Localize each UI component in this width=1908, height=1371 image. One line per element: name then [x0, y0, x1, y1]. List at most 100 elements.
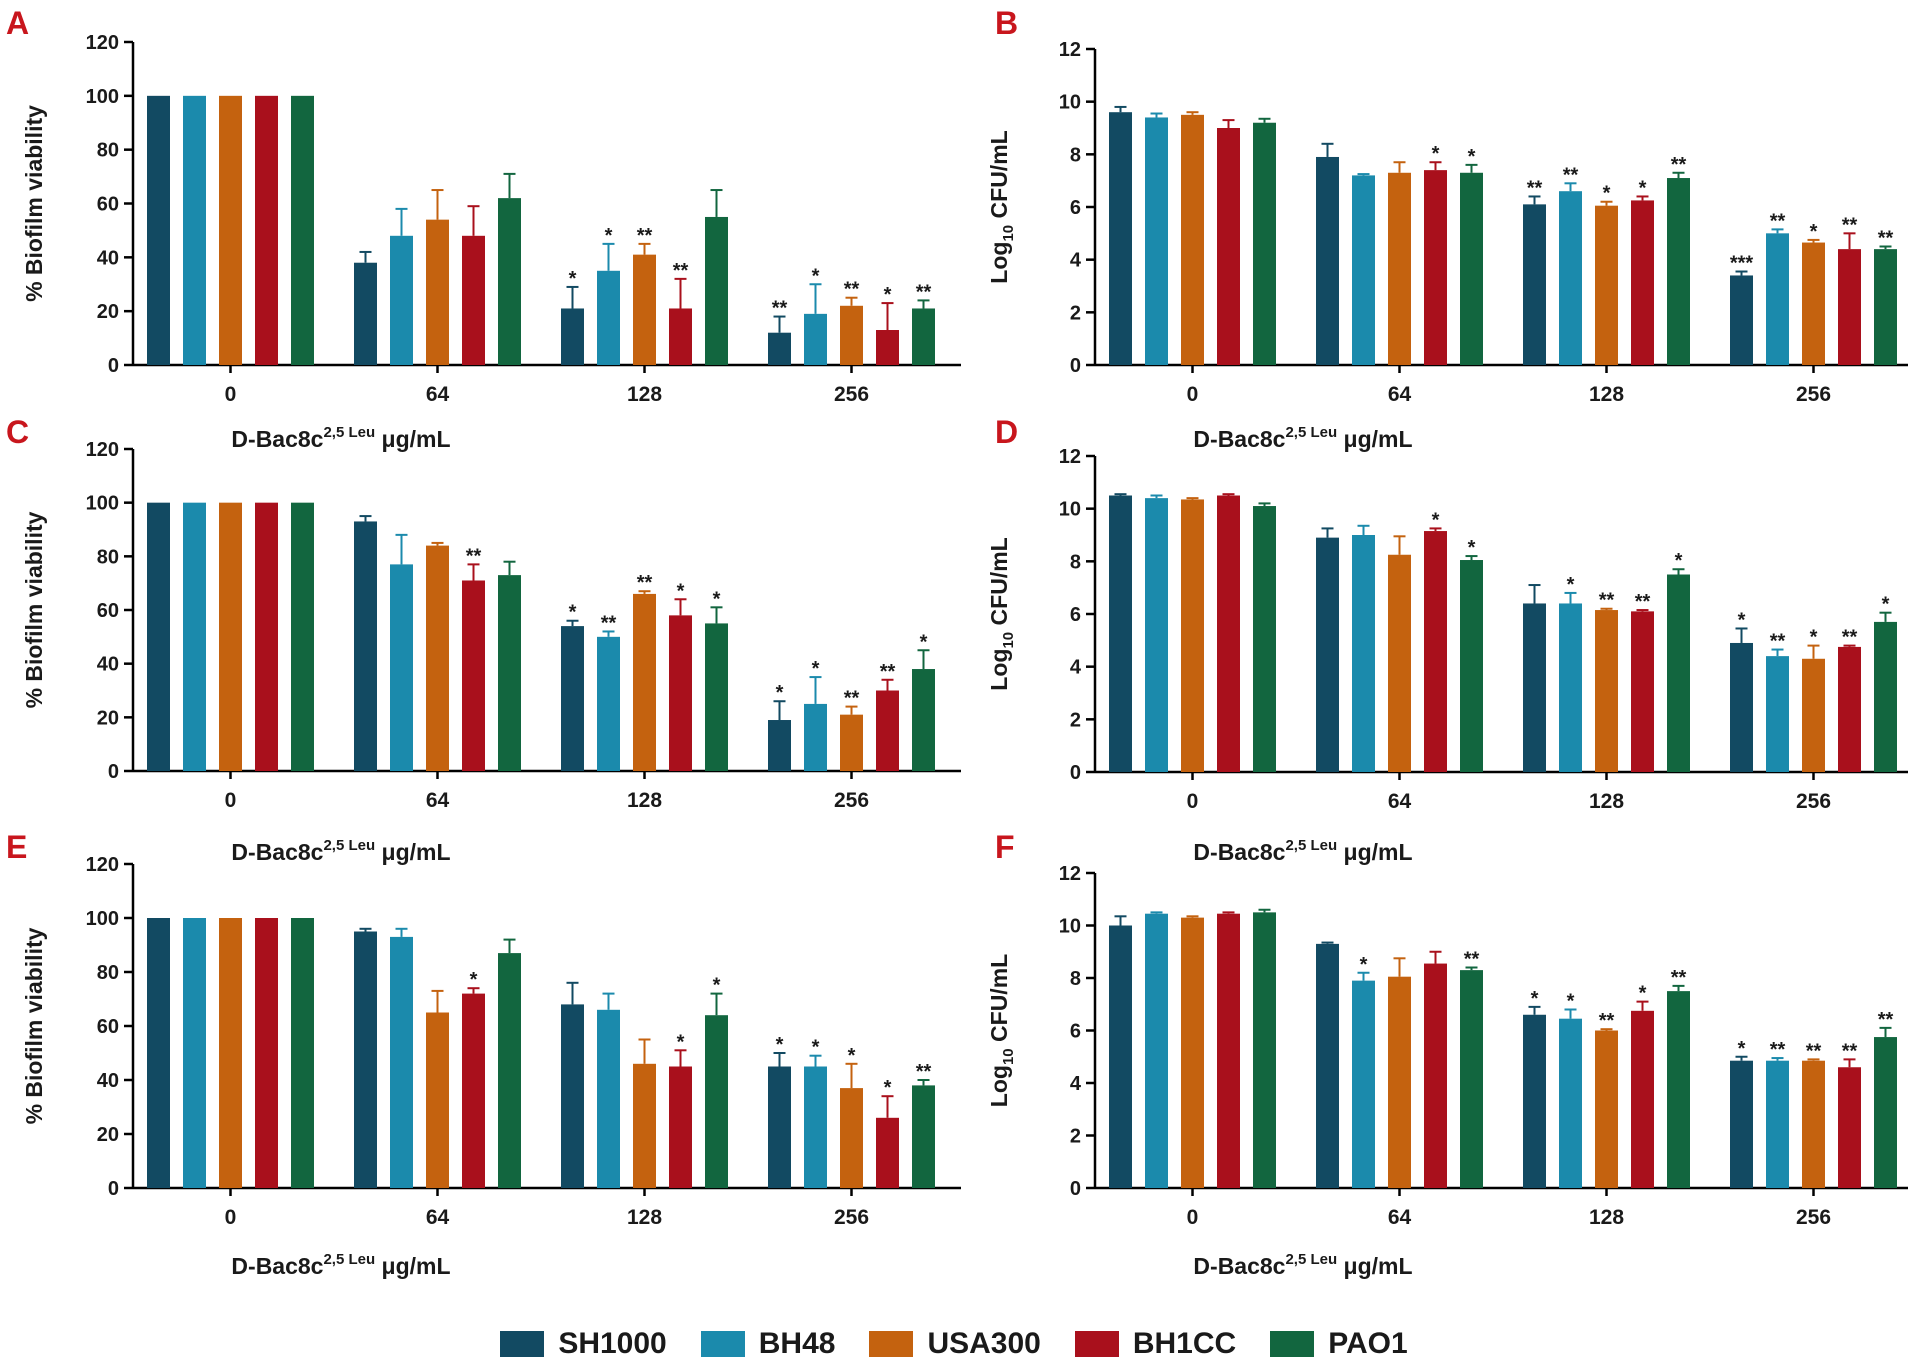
x-tick-label: 0: [225, 789, 237, 812]
bar-usa300-256: [1802, 1060, 1825, 1188]
x-tick-label: 128: [1589, 383, 1624, 406]
bar-sh1000-0: [1109, 925, 1132, 1188]
bar-bh48-256: [1766, 1060, 1789, 1188]
y-tick-label: 80: [97, 140, 119, 162]
bar-usa300-128: [633, 1063, 656, 1188]
x-tick-label: 128: [1589, 790, 1624, 813]
bar-sh1000-256: [768, 332, 791, 365]
x-tick-label: 0: [1187, 790, 1199, 813]
bar-sh1000-256: [1730, 275, 1753, 365]
y-axis-label: % Biofilm viability: [21, 511, 47, 708]
significance-marker: *: [470, 969, 478, 991]
significance-marker: **: [844, 279, 860, 301]
bar-bh48-128: [597, 1009, 620, 1188]
bar-sh1000-64: [354, 521, 377, 771]
bar-pao1-128: [705, 623, 728, 771]
bar-bh48-0: [183, 95, 206, 365]
bar-pao1-64: [498, 953, 521, 1188]
y-tick-label: 12: [1059, 39, 1081, 61]
x-axis-label: D-Bac8c2,5 Leu μg/mL: [1193, 1251, 1412, 1279]
x-tick-label: 64: [1388, 790, 1412, 813]
significance-marker: **: [916, 1061, 932, 1083]
legend-label: BH1CC: [1132, 1327, 1237, 1360]
panel-letter-a: A: [6, 5, 29, 41]
bar-pao1-0: [1253, 912, 1276, 1188]
significance-marker: *: [1360, 954, 1368, 976]
significance-marker: **: [1671, 967, 1687, 989]
bar-pao1-128: [705, 216, 728, 365]
panel-a: A 0 20 40 60 80 100 120 % Biofilm viability 0 64 12…: [6, 5, 961, 452]
bar-bh48-128: [597, 636, 620, 771]
significance-marker: **: [1599, 1010, 1615, 1032]
y-tick-label: 100: [86, 908, 119, 930]
bar-pao1-128: [1667, 574, 1690, 772]
y-axis-label: Log10 CFU/mL: [986, 537, 1017, 690]
significance-marker: *: [605, 225, 613, 247]
bar-bh48-64: [390, 936, 413, 1188]
significance-marker: **: [637, 225, 653, 247]
legend-swatch: [1270, 1331, 1315, 1357]
legend: SH1000 BH48 USA300 BH1CC PAO1: [0, 1322, 1908, 1366]
x-tick-label: 256: [834, 1206, 869, 1229]
x-tick-label: 64: [426, 789, 450, 812]
bar-bh48-256: [804, 1066, 827, 1188]
bar-bh48-0: [183, 502, 206, 771]
bar-bh48-128: [1559, 191, 1582, 365]
y-tick-label: 0: [1070, 762, 1081, 784]
y-tick-label: 20: [97, 707, 119, 729]
x-tick-label: 0: [1187, 1206, 1199, 1229]
bar-pao1-0: [291, 95, 314, 365]
bar-bh48-256: [804, 313, 827, 365]
panel-e: E 0 20 40 60 80 100 120 % Biofilm viability 0 64 12…: [6, 829, 961, 1279]
x-tick-label: 64: [426, 1206, 450, 1229]
significance-marker: **: [1464, 949, 1480, 971]
bar-bh1cc-256: [1838, 1067, 1861, 1188]
bar-bh1cc-64: [462, 993, 485, 1188]
bar-pao1-64: [1460, 970, 1483, 1188]
y-tick-label: 10: [1059, 916, 1081, 938]
bar-pao1-64: [498, 575, 521, 771]
significance-marker: *: [1567, 574, 1575, 596]
x-tick-label: 256: [834, 789, 869, 812]
y-tick-label: 2: [1070, 709, 1081, 731]
legend-label: PAO1: [1328, 1327, 1408, 1360]
bar-sh1000-128: [1523, 204, 1546, 365]
significance-marker: **: [1842, 214, 1858, 236]
significance-marker: **: [1671, 154, 1687, 176]
y-tick-label: 120: [86, 32, 119, 54]
panel-letter-c: C: [6, 414, 29, 450]
bar-bh1cc-64: [462, 580, 485, 771]
bar-bh48-0: [1145, 913, 1168, 1188]
panel-letter-b: B: [995, 5, 1018, 41]
bar-sh1000-0: [1109, 112, 1132, 365]
bar-bh1cc-128: [669, 1066, 692, 1188]
bar-usa300-128: [633, 254, 656, 365]
bar-pao1-256: [912, 308, 935, 365]
bar-pao1-64: [1460, 560, 1483, 772]
x-axis-label: D-Bac8c2,5 Leu μg/mL: [1193, 837, 1412, 865]
bar-sh1000-256: [1730, 642, 1753, 772]
bar-bh1cc-64: [462, 235, 485, 365]
y-tick-label: 0: [108, 761, 119, 783]
bar-sh1000-0: [147, 918, 170, 1188]
y-tick-label: 0: [1070, 355, 1081, 377]
bar-sh1000-0: [1109, 495, 1132, 772]
x-tick-label: 256: [834, 383, 869, 406]
y-axis-label: % Biofilm viability: [21, 927, 47, 1124]
y-tick-label: 4: [1070, 250, 1082, 272]
y-tick-label: 6: [1070, 1021, 1081, 1043]
bar-sh1000-128: [1523, 603, 1546, 772]
x-axis-label: D-Bac8c2,5 Leu μg/mL: [231, 1251, 450, 1279]
x-tick-label: 256: [1796, 383, 1831, 406]
significance-marker: *: [1738, 609, 1746, 631]
y-tick-label: 6: [1070, 604, 1081, 626]
bar-bh1cc-256: [1838, 646, 1861, 772]
x-tick-label: 64: [1388, 1206, 1412, 1229]
significance-marker: *: [776, 682, 784, 704]
bar-bh48-128: [1559, 1018, 1582, 1188]
y-tick-label: 12: [1059, 446, 1081, 468]
significance-marker: **: [1842, 1040, 1858, 1062]
y-tick-label: 6: [1070, 197, 1081, 219]
x-tick-label: 256: [1796, 790, 1831, 813]
bar-bh1cc-0: [255, 502, 278, 771]
